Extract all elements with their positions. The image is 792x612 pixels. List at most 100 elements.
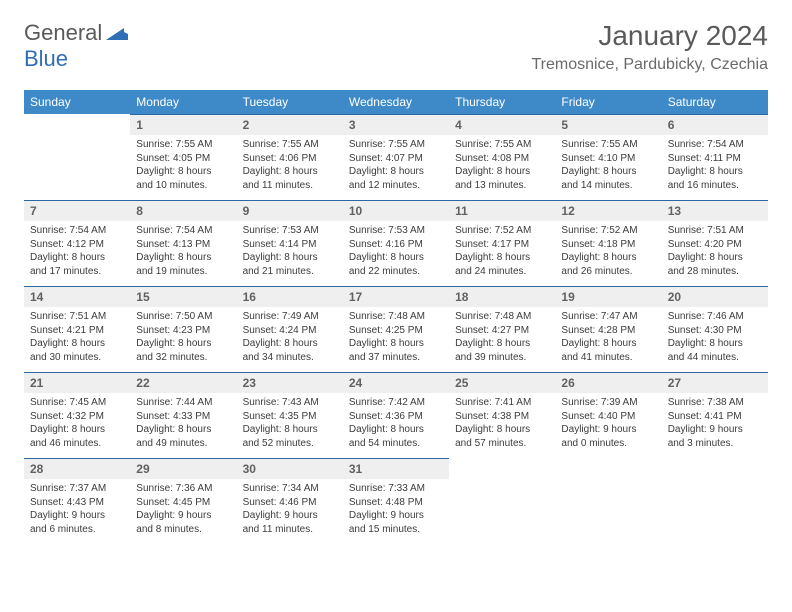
day-content: Sunrise: 7:51 AMSunset: 4:20 PMDaylight:…	[662, 221, 768, 284]
calendar-day-cell: 15Sunrise: 7:50 AMSunset: 4:23 PMDayligh…	[130, 286, 236, 372]
logo-text-2: Blue	[24, 46, 68, 71]
day-number: 14	[24, 286, 130, 307]
calendar-day-cell: 23Sunrise: 7:43 AMSunset: 4:35 PMDayligh…	[237, 372, 343, 458]
day-content: Sunrise: 7:53 AMSunset: 4:16 PMDaylight:…	[343, 221, 449, 284]
calendar-week-row: 21Sunrise: 7:45 AMSunset: 4:32 PMDayligh…	[24, 372, 768, 458]
day-number: 27	[662, 372, 768, 393]
weekday-header-row: SundayMondayTuesdayWednesdayThursdayFrid…	[24, 90, 768, 114]
calendar-day-cell: 4Sunrise: 7:55 AMSunset: 4:08 PMDaylight…	[449, 114, 555, 200]
day-content: Sunrise: 7:55 AMSunset: 4:05 PMDaylight:…	[130, 135, 236, 198]
calendar-day-cell: 5Sunrise: 7:55 AMSunset: 4:10 PMDaylight…	[555, 114, 661, 200]
header-right: January 2024 Tremosnice, Pardubicky, Cze…	[531, 20, 768, 74]
calendar-day-cell: 1Sunrise: 7:55 AMSunset: 4:05 PMDaylight…	[130, 114, 236, 200]
calendar-day-cell: 11Sunrise: 7:52 AMSunset: 4:17 PMDayligh…	[449, 200, 555, 286]
weekday-header: Thursday	[449, 90, 555, 114]
day-number: 1	[130, 114, 236, 135]
day-content: Sunrise: 7:50 AMSunset: 4:23 PMDaylight:…	[130, 307, 236, 370]
day-number: 30	[237, 458, 343, 479]
calendar-week-row: 7Sunrise: 7:54 AMSunset: 4:12 PMDaylight…	[24, 200, 768, 286]
day-content: Sunrise: 7:48 AMSunset: 4:27 PMDaylight:…	[449, 307, 555, 370]
calendar-day-cell: 30Sunrise: 7:34 AMSunset: 4:46 PMDayligh…	[237, 458, 343, 544]
day-content: Sunrise: 7:37 AMSunset: 4:43 PMDaylight:…	[24, 479, 130, 542]
day-number: 12	[555, 200, 661, 221]
day-number: 24	[343, 372, 449, 393]
day-number: 10	[343, 200, 449, 221]
logo-text-1: General	[24, 20, 102, 45]
weekday-header: Tuesday	[237, 90, 343, 114]
day-content: Sunrise: 7:52 AMSunset: 4:17 PMDaylight:…	[449, 221, 555, 284]
calendar-day-cell: 27Sunrise: 7:38 AMSunset: 4:41 PMDayligh…	[662, 372, 768, 458]
calendar-day-cell: 3Sunrise: 7:55 AMSunset: 4:07 PMDaylight…	[343, 114, 449, 200]
day-number: 21	[24, 372, 130, 393]
calendar-day-cell: 17Sunrise: 7:48 AMSunset: 4:25 PMDayligh…	[343, 286, 449, 372]
calendar-day-cell	[24, 114, 130, 200]
day-content: Sunrise: 7:52 AMSunset: 4:18 PMDaylight:…	[555, 221, 661, 284]
calendar-day-cell	[662, 458, 768, 544]
weekday-header: Friday	[555, 90, 661, 114]
day-content: Sunrise: 7:38 AMSunset: 4:41 PMDaylight:…	[662, 393, 768, 456]
day-number: 5	[555, 114, 661, 135]
day-number: 15	[130, 286, 236, 307]
location: Tremosnice, Pardubicky, Czechia	[531, 56, 768, 74]
day-content: Sunrise: 7:55 AMSunset: 4:08 PMDaylight:…	[449, 135, 555, 198]
calendar-day-cell	[449, 458, 555, 544]
day-content: Sunrise: 7:54 AMSunset: 4:13 PMDaylight:…	[130, 221, 236, 284]
day-content: Sunrise: 7:45 AMSunset: 4:32 PMDaylight:…	[24, 393, 130, 456]
day-content: Sunrise: 7:34 AMSunset: 4:46 PMDaylight:…	[237, 479, 343, 542]
day-number: 29	[130, 458, 236, 479]
calendar-day-cell: 28Sunrise: 7:37 AMSunset: 4:43 PMDayligh…	[24, 458, 130, 544]
day-number: 11	[449, 200, 555, 221]
day-number: 17	[343, 286, 449, 307]
calendar-day-cell: 9Sunrise: 7:53 AMSunset: 4:14 PMDaylight…	[237, 200, 343, 286]
calendar-day-cell: 31Sunrise: 7:33 AMSunset: 4:48 PMDayligh…	[343, 458, 449, 544]
day-number: 23	[237, 372, 343, 393]
calendar-day-cell: 25Sunrise: 7:41 AMSunset: 4:38 PMDayligh…	[449, 372, 555, 458]
day-content: Sunrise: 7:42 AMSunset: 4:36 PMDaylight:…	[343, 393, 449, 456]
day-number: 26	[555, 372, 661, 393]
calendar-day-cell: 13Sunrise: 7:51 AMSunset: 4:20 PMDayligh…	[662, 200, 768, 286]
day-number: 28	[24, 458, 130, 479]
day-content: Sunrise: 7:48 AMSunset: 4:25 PMDaylight:…	[343, 307, 449, 370]
day-number: 13	[662, 200, 768, 221]
calendar-day-cell: 14Sunrise: 7:51 AMSunset: 4:21 PMDayligh…	[24, 286, 130, 372]
weekday-header: Saturday	[662, 90, 768, 114]
day-number: 8	[130, 200, 236, 221]
day-number: 20	[662, 286, 768, 307]
day-content: Sunrise: 7:39 AMSunset: 4:40 PMDaylight:…	[555, 393, 661, 456]
calendar-day-cell: 16Sunrise: 7:49 AMSunset: 4:24 PMDayligh…	[237, 286, 343, 372]
day-number: 9	[237, 200, 343, 221]
day-content: Sunrise: 7:33 AMSunset: 4:48 PMDaylight:…	[343, 479, 449, 542]
day-content: Sunrise: 7:46 AMSunset: 4:30 PMDaylight:…	[662, 307, 768, 370]
logo: General Blue	[24, 20, 128, 72]
day-content: Sunrise: 7:36 AMSunset: 4:45 PMDaylight:…	[130, 479, 236, 542]
day-content: Sunrise: 7:41 AMSunset: 4:38 PMDaylight:…	[449, 393, 555, 456]
calendar-week-row: 14Sunrise: 7:51 AMSunset: 4:21 PMDayligh…	[24, 286, 768, 372]
weekday-header: Sunday	[24, 90, 130, 114]
calendar-week-row: 28Sunrise: 7:37 AMSunset: 4:43 PMDayligh…	[24, 458, 768, 544]
day-content: Sunrise: 7:54 AMSunset: 4:12 PMDaylight:…	[24, 221, 130, 284]
day-number: 25	[449, 372, 555, 393]
day-content: Sunrise: 7:53 AMSunset: 4:14 PMDaylight:…	[237, 221, 343, 284]
month-title: January 2024	[531, 20, 768, 52]
calendar-day-cell: 18Sunrise: 7:48 AMSunset: 4:27 PMDayligh…	[449, 286, 555, 372]
calendar-table: SundayMondayTuesdayWednesdayThursdayFrid…	[24, 90, 768, 544]
calendar-week-row: 1Sunrise: 7:55 AMSunset: 4:05 PMDaylight…	[24, 114, 768, 200]
calendar-day-cell	[555, 458, 661, 544]
day-content: Sunrise: 7:55 AMSunset: 4:07 PMDaylight:…	[343, 135, 449, 198]
day-number: 22	[130, 372, 236, 393]
calendar-day-cell: 22Sunrise: 7:44 AMSunset: 4:33 PMDayligh…	[130, 372, 236, 458]
calendar-day-cell: 19Sunrise: 7:47 AMSunset: 4:28 PMDayligh…	[555, 286, 661, 372]
calendar-day-cell: 26Sunrise: 7:39 AMSunset: 4:40 PMDayligh…	[555, 372, 661, 458]
weekday-header: Wednesday	[343, 90, 449, 114]
weekday-header: Monday	[130, 90, 236, 114]
day-content: Sunrise: 7:47 AMSunset: 4:28 PMDaylight:…	[555, 307, 661, 370]
day-content: Sunrise: 7:54 AMSunset: 4:11 PMDaylight:…	[662, 135, 768, 198]
day-number: 4	[449, 114, 555, 135]
calendar-day-cell: 12Sunrise: 7:52 AMSunset: 4:18 PMDayligh…	[555, 200, 661, 286]
calendar-day-cell: 7Sunrise: 7:54 AMSunset: 4:12 PMDaylight…	[24, 200, 130, 286]
header: General Blue January 2024 Tremosnice, Pa…	[24, 20, 768, 74]
day-number: 19	[555, 286, 661, 307]
day-content: Sunrise: 7:51 AMSunset: 4:21 PMDaylight:…	[24, 307, 130, 370]
calendar-day-cell: 8Sunrise: 7:54 AMSunset: 4:13 PMDaylight…	[130, 200, 236, 286]
calendar-day-cell: 24Sunrise: 7:42 AMSunset: 4:36 PMDayligh…	[343, 372, 449, 458]
